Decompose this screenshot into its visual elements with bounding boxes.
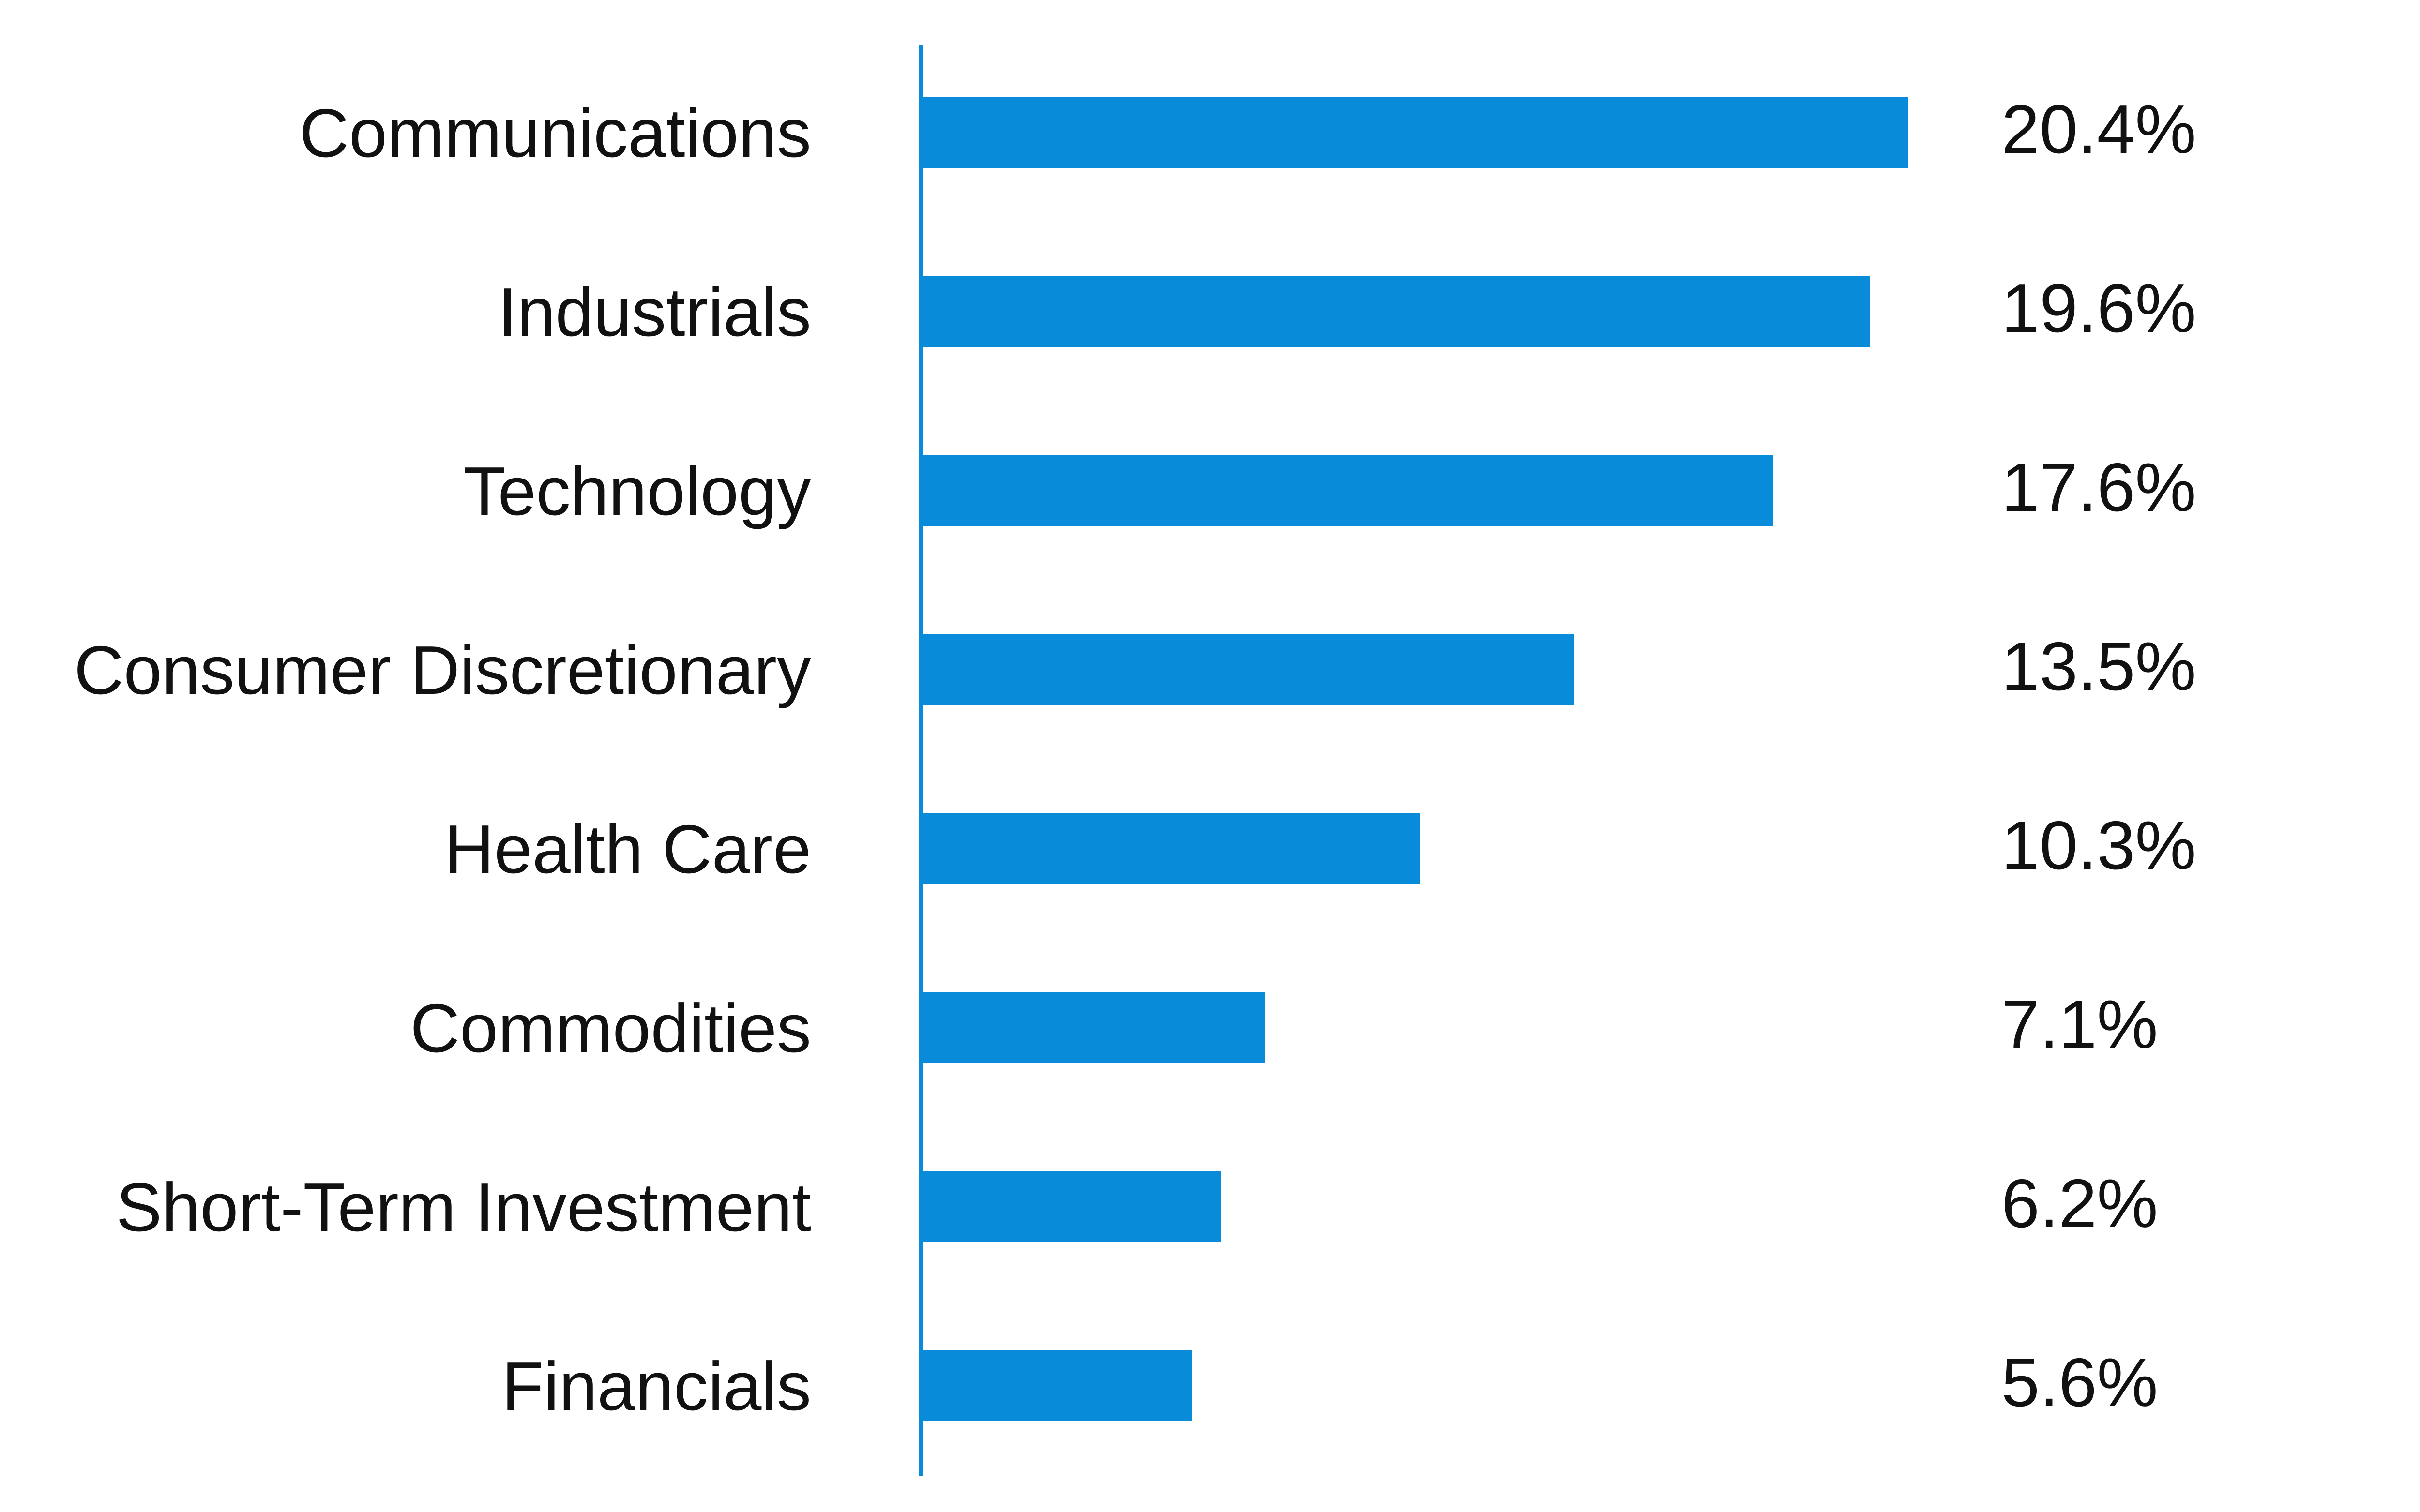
bars: [921, 97, 1908, 1421]
bar: [921, 634, 1574, 705]
category-label: Industrials: [498, 274, 811, 351]
category-labels: Communications Industrials Technology Consu…: [74, 95, 811, 1425]
category-label: Financials: [502, 1348, 811, 1425]
category-label: Communications: [299, 95, 811, 172]
category-label: Health Care: [444, 811, 811, 888]
bar: [921, 455, 1773, 526]
bar: [921, 813, 1420, 884]
bar: [921, 1171, 1221, 1242]
category-label: Commodities: [410, 990, 811, 1067]
data-label: 7.1%: [2001, 986, 2158, 1063]
category-label: Technology: [464, 453, 811, 530]
bar: [921, 992, 1265, 1063]
data-label: 10.3%: [2001, 807, 2196, 884]
data-label: 19.6%: [2001, 270, 2196, 347]
data-label: 20.4%: [2001, 91, 2196, 168]
data-label: 13.5%: [2001, 628, 2196, 705]
data-label: 6.2%: [2001, 1165, 2158, 1242]
data-label: 17.6%: [2001, 449, 2196, 526]
value-labels: 20.4% 19.6% 17.6% 13.5% 10.3% 7.1% 6.2% 5.6%: [2001, 91, 2196, 1421]
bar: [921, 276, 1870, 347]
category-label: Consumer Discretionary: [74, 632, 811, 709]
data-label: 5.6%: [2001, 1344, 2158, 1421]
bar: [921, 1350, 1192, 1421]
bar: [921, 97, 1908, 168]
category-label: Short-Term Investment: [116, 1169, 811, 1246]
